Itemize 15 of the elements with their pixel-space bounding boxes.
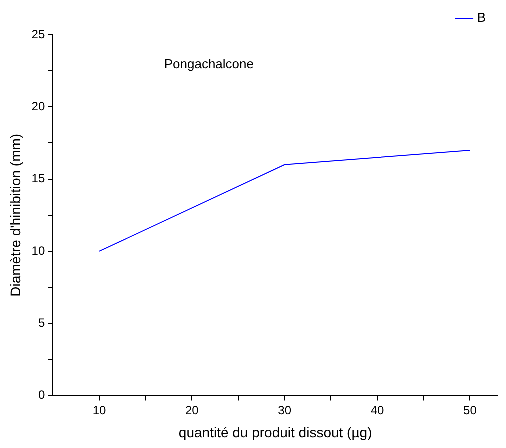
x-tick-label: 20 <box>185 403 200 418</box>
annotation: Pongachalcone <box>164 56 254 72</box>
y-tick-label: 0 <box>38 388 46 402</box>
y-tick-label: 25 <box>32 27 46 42</box>
x-axis-title: quantité du produit dissout (µg) <box>178 424 372 440</box>
y-tick-label: 10 <box>32 244 46 258</box>
x-tick-label: 40 <box>370 403 385 418</box>
x-tick-label: 30 <box>278 403 292 418</box>
y-tick-label: 20 <box>32 99 46 114</box>
y-axis-title: Diamètre d'hinibition (mm) <box>7 134 24 297</box>
y-tick-label: 5 <box>38 316 46 330</box>
y-tick-label: 15 <box>32 172 46 186</box>
x-tick-label: 50 <box>464 403 478 418</box>
legend-label: B <box>477 10 486 26</box>
x-tick-label: 10 <box>92 403 106 418</box>
